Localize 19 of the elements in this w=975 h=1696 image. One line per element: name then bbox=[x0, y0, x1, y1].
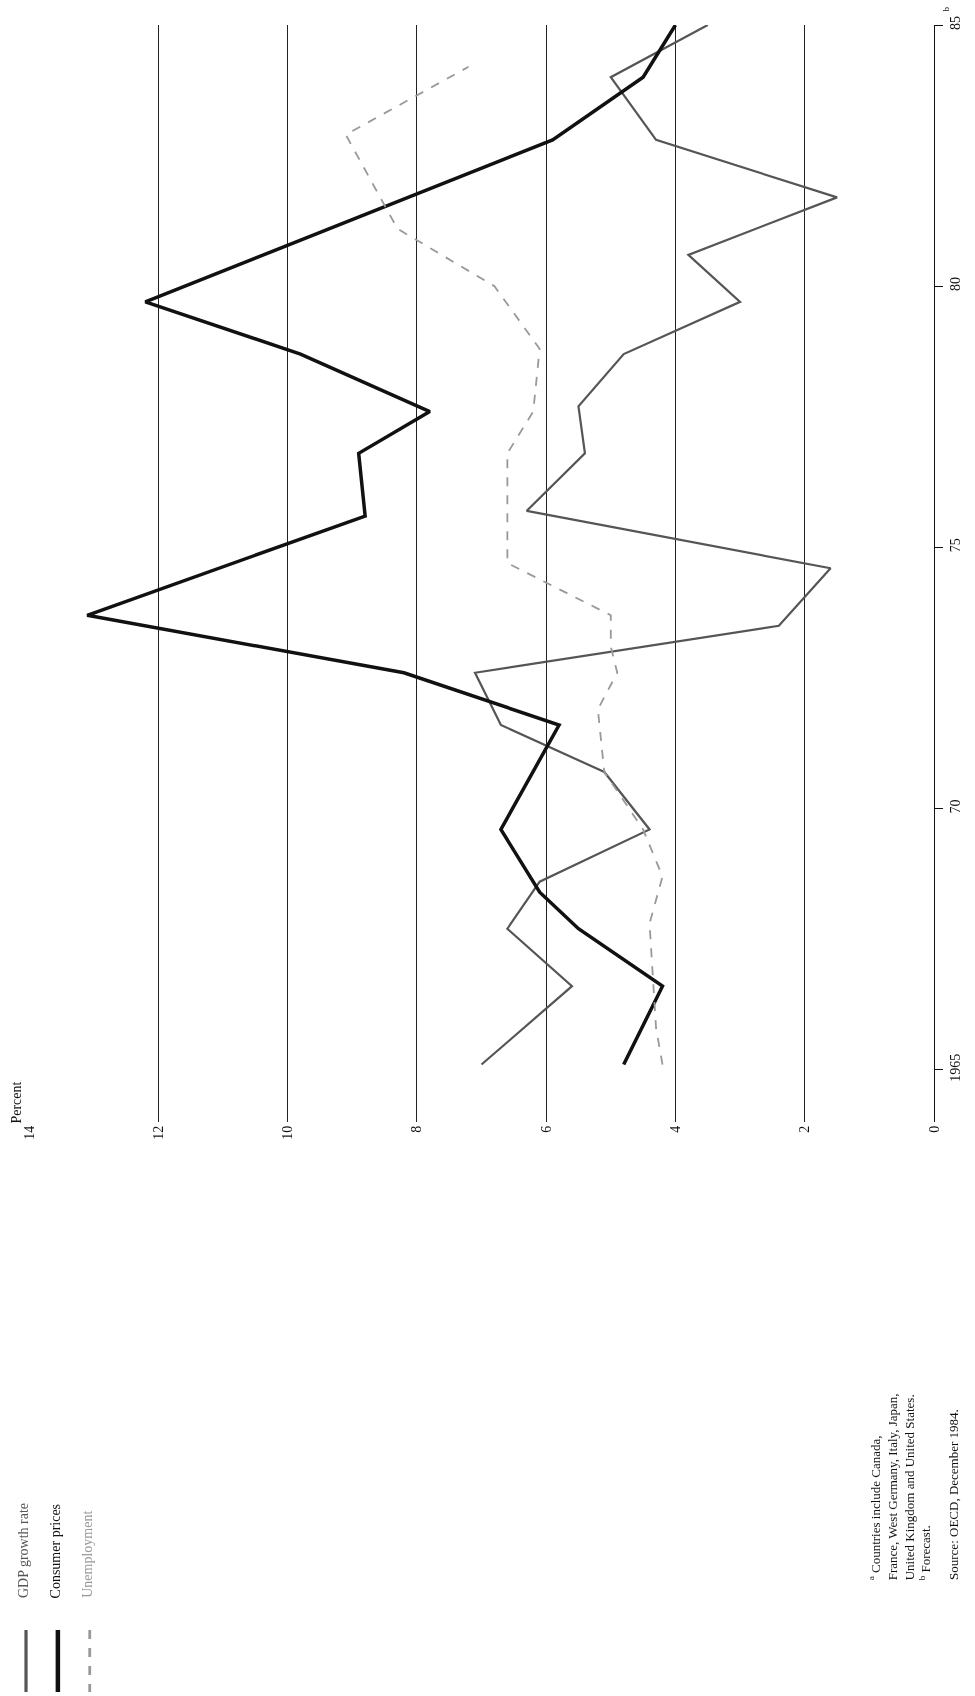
source-note: Source: OECD, December 1984. bbox=[945, 1409, 961, 1580]
x-tick-label: 6 bbox=[538, 1125, 554, 1133]
x-tick-label: 14 bbox=[21, 1125, 37, 1140]
x-tick-label: 2 bbox=[797, 1125, 813, 1133]
text: Consumer prices bbox=[48, 1503, 64, 1599]
x-tick-label: 4 bbox=[667, 1125, 683, 1133]
y-tick-label: 1965 bbox=[947, 1053, 963, 1082]
x-tick-label: 0 bbox=[926, 1125, 942, 1133]
text: Percent bbox=[8, 1081, 24, 1124]
x-tick-label: 12 bbox=[150, 1125, 166, 1140]
text: Unemployment bbox=[79, 1510, 95, 1598]
y-tick-label: 75 bbox=[947, 538, 963, 553]
text: b bbox=[941, 6, 952, 12]
y-tick-label: 80 bbox=[947, 277, 963, 292]
y-tick-label: 70 bbox=[947, 799, 963, 814]
x-tick-label: 8 bbox=[409, 1125, 425, 1133]
y-tick-label: 85 bbox=[947, 15, 963, 30]
x-tick-label: 10 bbox=[280, 1125, 296, 1140]
text: GDP growth rate bbox=[16, 1502, 32, 1599]
